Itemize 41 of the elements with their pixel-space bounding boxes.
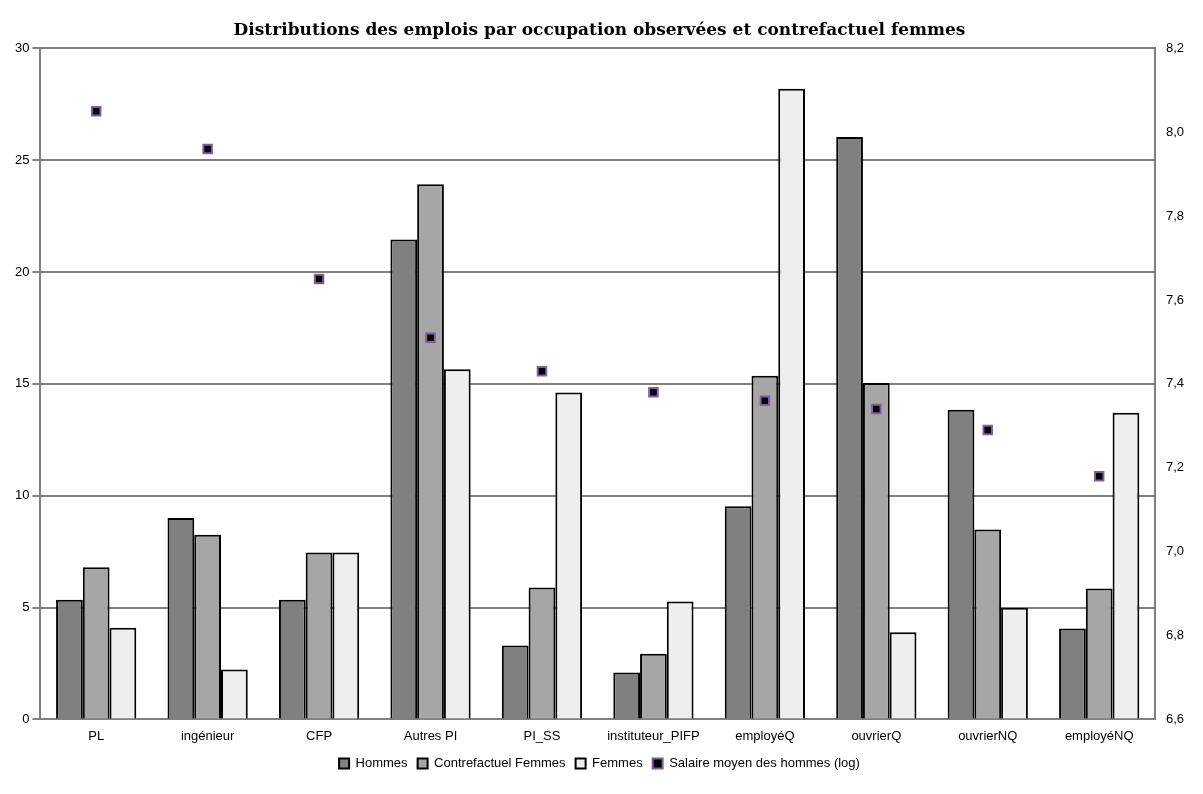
point — [313, 273, 325, 285]
point — [202, 143, 213, 155]
y2-tick-label: 7,4 — [1165, 375, 1185, 391]
y2-tick-label: 7,2 — [1165, 459, 1185, 475]
x-tick-label: PL — [88, 727, 105, 743]
x-tick-label: CFP — [306, 727, 333, 743]
y-tick-label: 10 — [14, 487, 30, 503]
point — [982, 424, 993, 436]
chart-title: Distributions des emplois par occupation observées et contrefactuel femmes — [233, 18, 966, 39]
y2-tick-label: 7,6 — [1165, 291, 1185, 307]
legend-label: Femmes — [592, 755, 644, 771]
point — [759, 395, 771, 406]
x-tick-label: ingénieur — [180, 727, 236, 743]
y2-tick-label: 8,0 — [1165, 123, 1185, 139]
x-tick-label: instituteur_PIFP — [607, 727, 700, 743]
y-tick-label: 0 — [22, 710, 30, 726]
y2-tick-label: 7,8 — [1165, 207, 1185, 223]
y2-tick-label: 8,2 — [1165, 39, 1185, 55]
point — [1093, 470, 1105, 482]
x-tick-label: PI_SS — [523, 727, 561, 743]
legend-label: Contrefactuel Femmes — [434, 755, 567, 771]
y-tick-label: 5 — [22, 599, 30, 615]
point — [648, 387, 659, 398]
y2-tick-label: 6,6 — [1165, 710, 1185, 726]
legend-label: Salaire moyen des hommes (log) — [669, 755, 860, 771]
y2-tick-label: 6,8 — [1165, 627, 1185, 643]
point — [871, 403, 882, 415]
x-tick-label: ouvrierQ — [851, 727, 902, 743]
x-tick-label: Autres PI — [403, 727, 458, 743]
x-tick-label: ouvrierNQ — [958, 727, 1018, 743]
x-tick-label: employéNQ — [1064, 727, 1134, 743]
y-tick-label: 15 — [14, 375, 30, 391]
y-tick-label: 30 — [14, 39, 30, 55]
y2-tick-label: 7,0 — [1165, 543, 1185, 559]
x-tick-label: employéQ — [735, 727, 795, 743]
point — [536, 366, 548, 377]
point — [90, 106, 102, 117]
y-tick-label: 20 — [14, 263, 30, 279]
y-tick-label: 25 — [14, 151, 30, 167]
legend-label: Hommes — [355, 755, 409, 771]
point — [425, 332, 436, 344]
